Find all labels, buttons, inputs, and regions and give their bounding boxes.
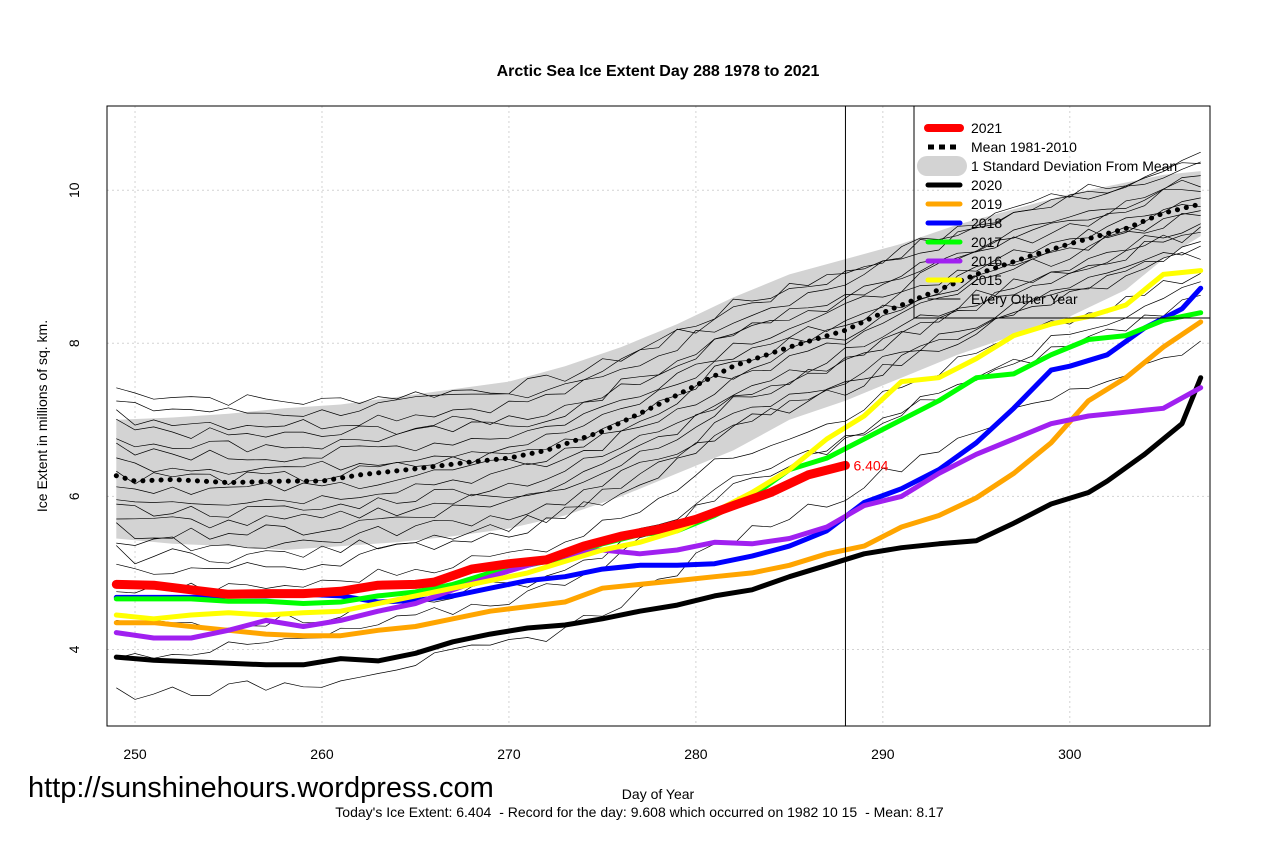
- legend-box: [913, 105, 1211, 319]
- legend-label: Mean 1981-2010: [971, 139, 1077, 155]
- x-tick-label: 300: [1058, 746, 1082, 762]
- legend-label: Every Other Year: [971, 291, 1078, 307]
- series-line-2020: [113, 375, 1204, 668]
- legend-label: 2019: [971, 196, 1002, 212]
- series-line-2019: [113, 319, 1204, 639]
- y-tick-label: 8: [66, 339, 82, 347]
- every-other-year-line: [116, 226, 1201, 529]
- plot-frame: [106, 105, 1211, 727]
- y-axis-label: Ice Extent in millions of sq. km.: [34, 320, 50, 512]
- series-line-2021: [111, 460, 850, 599]
- every-other-year-line: [116, 151, 1201, 417]
- legend-label: 2018: [971, 215, 1002, 231]
- series-line-2016: [113, 385, 1204, 641]
- footer-stats: Today's Ice Extent: 6.404 - Record for t…: [0, 804, 1279, 820]
- x-tick-label: 280: [684, 746, 708, 762]
- every-other-year-line: [116, 204, 1201, 486]
- mean-layer: [113, 201, 1204, 486]
- every-other-year-line: [116, 175, 1201, 453]
- footer-today: Today's Ice Extent: 6.404: [335, 804, 492, 820]
- every-other-year-line: [116, 213, 1201, 506]
- watermark: http://sunshinehours.wordpress.com: [28, 772, 494, 804]
- x-tick-label: 260: [310, 746, 334, 762]
- x-axis-label: Day of Year: [622, 786, 695, 802]
- every-other-year-line: [116, 188, 1201, 463]
- every-other-year-line: [116, 252, 1201, 565]
- legend-label: 2017: [971, 234, 1002, 250]
- legend: 2021 Mean 1981-2010 1 Standard Deviation F…: [913, 105, 1211, 319]
- every-other-year-layer: [116, 151, 1201, 700]
- series-layer: 6.404: [111, 268, 1204, 668]
- legend-label: 2021: [971, 120, 1002, 136]
- legend-label: 2015: [971, 272, 1002, 288]
- legend-label: 2016: [971, 253, 1002, 269]
- y-tick-label: 10: [66, 182, 82, 198]
- x-tick-label: 290: [871, 746, 895, 762]
- legend-swatch-band: [917, 156, 967, 176]
- y-tick-label: 6: [66, 492, 82, 500]
- every-other-year-line: [116, 223, 1201, 518]
- x-tick-label: 270: [497, 746, 521, 762]
- legend-label: 1 Standard Deviation From Mean: [971, 158, 1177, 174]
- series-line-2015: [113, 268, 1204, 622]
- axes: 250 260 270 280 290 300 4 6 8 10: [66, 105, 1211, 762]
- every-other-year-line: [116, 162, 1201, 430]
- footer-mean: - Mean: 8.17: [865, 804, 944, 820]
- today-value-label: 6.404: [853, 457, 888, 473]
- every-other-year-line: [116, 241, 1201, 575]
- every-other-year-line: [116, 197, 1201, 475]
- every-other-year-line: [116, 340, 1201, 700]
- x-tick-label: 250: [123, 746, 147, 762]
- mean-1981-2010-line: [113, 201, 1204, 486]
- y-tick-label: 4: [66, 645, 82, 653]
- every-other-year-line: [116, 231, 1201, 540]
- chart-title: Arctic Sea Ice Extent Day 288 1978 to 20…: [497, 63, 820, 80]
- every-other-year-line: [116, 245, 1201, 552]
- legend-label: 2020: [971, 177, 1002, 193]
- footer-record: - Record for the day: 9.608 which occurr…: [499, 804, 858, 820]
